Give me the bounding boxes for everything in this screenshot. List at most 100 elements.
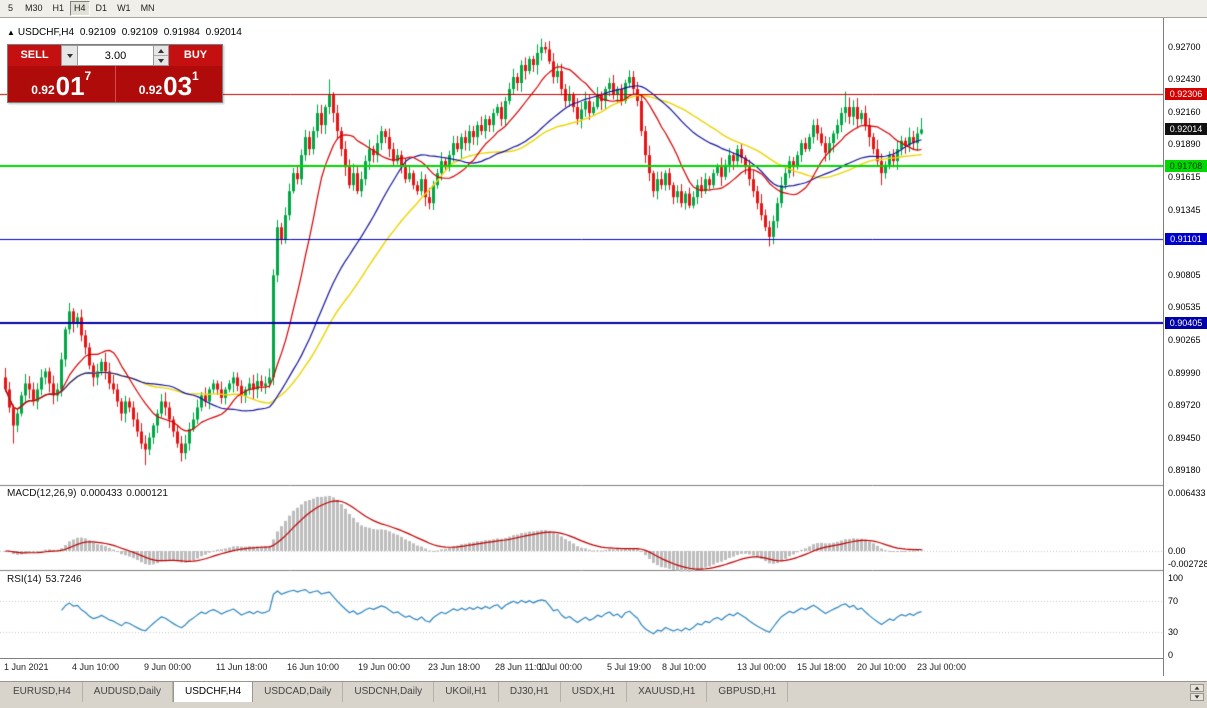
bottom-bar: EURUSD,H4 AUDUSD,Daily USDCHF,H4 USDCAD,Dai… xyxy=(0,676,1207,708)
tab-ukoil-h1[interactable]: UKOil,H1 xyxy=(434,682,499,702)
tab-audusd-daily[interactable]: AUDUSD,Daily xyxy=(83,682,174,702)
rsi-name: RSI(14) xyxy=(7,574,42,585)
horizontal-scrollbar[interactable] xyxy=(0,676,1207,682)
collapse-trade-panel-icon[interactable]: ▲ xyxy=(7,28,15,37)
ohlc-close: 0.92014 xyxy=(205,27,242,38)
time-axis-label: 15 Jul 18:00 xyxy=(797,662,847,672)
rsi-value: 53.7246 xyxy=(45,574,82,585)
timeframe-button-m30[interactable]: M30 xyxy=(21,1,47,16)
down-arrow-icon xyxy=(1194,695,1200,699)
time-axis-label: 28 Jun 11:00 xyxy=(495,662,547,672)
timeframe-button-d1[interactable]: D1 xyxy=(91,1,112,16)
time-axis-label: 23 Jul 00:00 xyxy=(917,662,967,672)
price-level-badge: 0.92306 xyxy=(1165,88,1207,101)
time-axis-label: 23 Jun 18:00 xyxy=(428,662,481,672)
timeframe-button-h4[interactable]: H4 xyxy=(70,1,90,16)
ohlc-high: 0.92109 xyxy=(121,27,158,38)
ask-price-big-digits: 03 xyxy=(163,71,193,101)
volume-increase-button[interactable] xyxy=(154,46,168,56)
volume-input[interactable] xyxy=(78,45,154,66)
volume-decrease-button[interactable] xyxy=(154,56,168,65)
tab-usdchf-h4[interactable]: USDCHF,H4 xyxy=(173,682,254,702)
bid-price-display[interactable]: 0.92 01 7 xyxy=(8,66,115,102)
rsi-axis-label: 0 xyxy=(1168,650,1174,660)
macd-indicator-label: MACD(12,26,9) 0.000433 0.000121 xyxy=(7,488,172,499)
bid-price-prefix: 0.92 xyxy=(31,83,55,97)
timeframe-button-group: 5 M30 H1 H4 D1 W1 MN xyxy=(2,1,159,16)
timeframe-button-h1[interactable]: H1 xyxy=(48,1,69,16)
time-axis-label: 8 Jul 10:00 xyxy=(662,662,707,672)
sell-button[interactable]: SELL xyxy=(8,45,61,66)
time-axis-label: 19 Jun 00:00 xyxy=(358,662,411,672)
price-tick-label: 0.89450 xyxy=(1168,432,1201,443)
timeframe-button-5[interactable]: 5 xyxy=(2,1,19,16)
time-axis-label: 13 Jul 00:00 xyxy=(737,662,787,672)
volume-stepper xyxy=(154,45,169,66)
macd-name: MACD(12,26,9) xyxy=(7,488,77,499)
tab-scroll-down-button[interactable] xyxy=(1190,693,1204,701)
price-tick-label: 0.91345 xyxy=(1168,204,1201,215)
ohlc-open: 0.92109 xyxy=(79,27,116,38)
price-tick-label: 0.92700 xyxy=(1168,42,1201,52)
rsi-axis-label: 70 xyxy=(1168,596,1179,607)
up-arrow-icon xyxy=(158,48,164,53)
ask-price-display[interactable]: 0.92 03 1 xyxy=(116,66,223,102)
chart-tabs: EURUSD,H4 AUDUSD,Daily USDCHF,H4 USDCAD,Dai… xyxy=(2,682,789,702)
bid-price-pipette: 7 xyxy=(84,69,92,83)
macd-axis-label: -0.002728 xyxy=(1168,559,1207,569)
chevron-down-icon xyxy=(66,53,73,58)
buy-button[interactable]: BUY xyxy=(169,45,222,66)
price-tick-label: 0.90805 xyxy=(1168,269,1201,280)
chart-tabs-bar: EURUSD,H4 AUDUSD,Daily USDCHF,H4 USDCAD,Dai… xyxy=(0,682,1207,702)
price-tick-label: 0.91890 xyxy=(1168,139,1201,150)
ask-price-prefix: 0.92 xyxy=(138,83,163,97)
price-axis[interactable]: 0.92700 0.92430 0.92160 0.91890 0.91615 0.913… xyxy=(1163,18,1207,676)
ohlc-low: 0.91984 xyxy=(163,27,200,38)
tab-scroll-up-button[interactable] xyxy=(1190,684,1204,692)
price-tick-label: 0.90535 xyxy=(1168,302,1201,313)
down-arrow-icon xyxy=(158,58,164,63)
timeframe-button-w1[interactable]: W1 xyxy=(113,1,135,16)
price-level-badge: 0.90405 xyxy=(1165,316,1207,329)
tab-dj30-h1[interactable]: DJ30,H1 xyxy=(499,682,561,702)
chart-area[interactable]: ▲ USDCHF,H4 0.92109 0.92109 0.91984 0.920… xyxy=(0,18,1163,676)
ask-price-pipette: 1 xyxy=(192,69,199,83)
price-tick-label: 0.91615 xyxy=(1168,172,1201,183)
macd-axis-label: 0.006433 xyxy=(1168,488,1206,498)
tab-xauusd-h1[interactable]: XAUUSD,H1 xyxy=(627,682,708,702)
rsi-indicator-label: RSI(14) 53.7246 xyxy=(7,574,86,585)
symbol-period-label: USDCHF,H4 xyxy=(17,27,75,38)
time-axis[interactable]: 1 Jun 2021 4 Jun 10:00 9 Jun 00:00 11 Jun 1… xyxy=(0,658,1163,676)
tab-usdx-h1[interactable]: USDX,H1 xyxy=(561,682,628,702)
tab-eurusd-h4[interactable]: EURUSD,H4 xyxy=(2,682,83,702)
bid-price-big-digits: 01 xyxy=(55,71,85,101)
volume-dropdown-button[interactable] xyxy=(61,45,78,66)
time-axis-label: 4 Jun 10:00 xyxy=(72,662,120,672)
macd-value-signal: 0.000121 xyxy=(126,488,168,499)
price-level-badge: 0.92014 xyxy=(1165,123,1207,136)
rsi-axis-label: 30 xyxy=(1168,626,1179,637)
timeframe-toolbar: 5 M30 H1 H4 D1 W1 MN xyxy=(0,0,1207,18)
tab-gbpusd-h1[interactable]: GBPUSD,H1 xyxy=(707,682,789,702)
price-tick-label: 0.92430 xyxy=(1168,74,1201,85)
tab-usdcad-daily[interactable]: USDCAD,Daily xyxy=(253,682,344,702)
price-tick-label: 0.89990 xyxy=(1168,367,1201,378)
up-arrow-icon xyxy=(1194,686,1200,690)
price-divider xyxy=(114,66,116,102)
time-axis-label: 16 Jun 10:00 xyxy=(287,662,340,672)
timeframe-button-mn[interactable]: MN xyxy=(136,1,159,16)
tab-usdcnh-daily[interactable]: USDCNH,Daily xyxy=(343,682,435,702)
price-level-badge: 0.91708 xyxy=(1165,160,1207,173)
price-tick-label: 0.89720 xyxy=(1168,400,1201,411)
rsi-axis-label: 100 xyxy=(1168,573,1184,583)
price-tick-label: 0.90265 xyxy=(1168,334,1201,345)
tab-scroll-buttons xyxy=(1190,684,1204,701)
macd-axis-label: 0.00 xyxy=(1168,546,1186,556)
time-axis-label: 1 Jul 00:00 xyxy=(538,662,583,672)
price-chart-canvas[interactable] xyxy=(0,18,1163,658)
time-axis-label: 1 Jun 2021 xyxy=(4,662,49,672)
time-axis-label: 9 Jun 00:00 xyxy=(144,662,192,672)
time-axis-label: 11 Jun 18:00 xyxy=(216,662,268,672)
